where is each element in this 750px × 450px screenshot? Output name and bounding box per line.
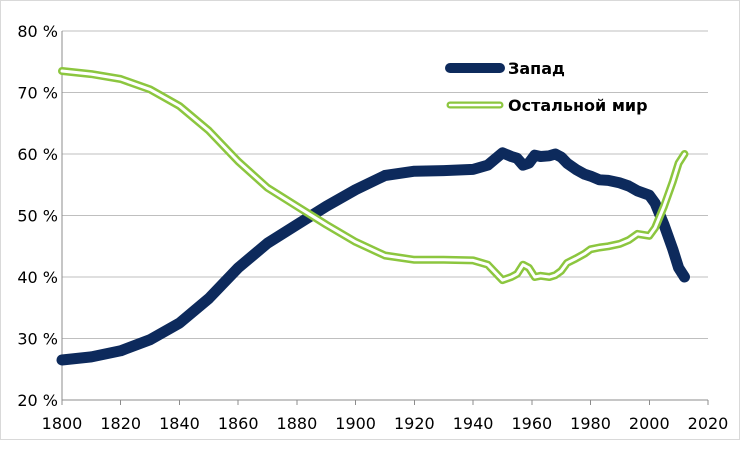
- x-tick-label: 2020: [688, 414, 729, 433]
- x-tick-label: 1820: [100, 414, 141, 433]
- y-tick-label: 50 %: [17, 207, 58, 226]
- x-tick-labels: 1800 1820 1840 1860 1880 1900 1920 1940 1960 1980…: [42, 414, 729, 433]
- x-tick-label: 2000: [629, 414, 670, 433]
- axes: [61, 31, 709, 405]
- x-tick-label: 1860: [218, 414, 259, 433]
- legend: Запад Остальной мир: [445, 59, 648, 115]
- gridlines: [62, 30, 708, 339]
- y-tick-label: 70 %: [17, 84, 58, 103]
- x-tick-label: 1940: [453, 414, 494, 433]
- y-tick-label: 40 %: [17, 268, 58, 287]
- series-line-zapad: [56, 147, 690, 366]
- x-tick-label: 1800: [42, 414, 83, 433]
- x-tick-label: 1980: [570, 414, 611, 433]
- legend-label-rest-of-world: Остальной мир: [508, 96, 648, 115]
- x-tick-label: 1960: [511, 414, 552, 433]
- x-tick-label: 1880: [277, 414, 318, 433]
- y-tick-label: 20 %: [17, 391, 58, 410]
- series-line-rest-of-world-inner: [60, 69, 686, 282]
- y-tick-label: 80 %: [17, 22, 58, 41]
- y-tick-label: 30 %: [17, 330, 58, 349]
- x-tick-label: 1900: [335, 414, 376, 433]
- x-tick-label: 1840: [159, 414, 200, 433]
- x-tick-label: 1920: [394, 414, 435, 433]
- legend-item-rest-of-world: Остальной мир: [446, 96, 648, 115]
- series-lines: [56, 67, 690, 366]
- y-tick-labels: 20 % 30 % 40 % 50 % 60 % 70 % 80 %: [17, 22, 58, 410]
- legend-label-zapad: Запад: [508, 59, 565, 78]
- y-tick-label: 60 %: [17, 145, 58, 164]
- legend-item-zapad: Запад: [445, 59, 565, 78]
- chart-frame: [0, 0, 740, 440]
